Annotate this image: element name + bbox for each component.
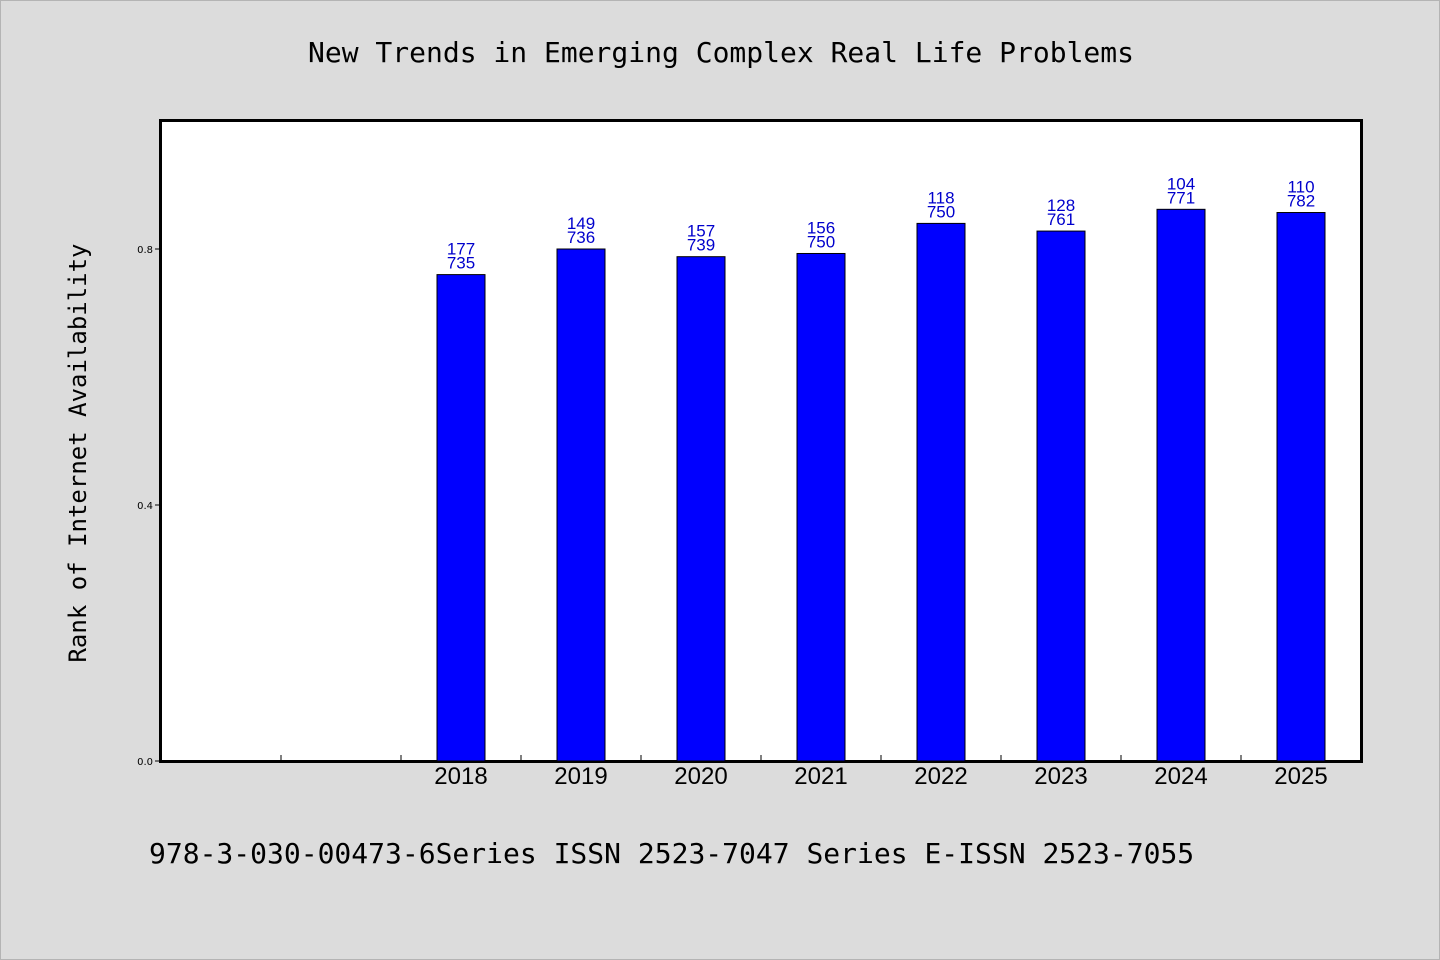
bar-data-label-bottom: 736 xyxy=(567,228,595,247)
x-tick-label: 2023 xyxy=(1034,763,1087,790)
bar-data-label-bottom: 761 xyxy=(1047,210,1075,229)
y-tick-label: 0.8 xyxy=(137,245,153,256)
bar xyxy=(796,252,846,762)
bar-data-label-bottom: 750 xyxy=(807,232,835,251)
bar-data-label-bottom: 735 xyxy=(447,254,475,273)
bar-data-label-bottom: 771 xyxy=(1167,188,1195,207)
y-tick-label: 0.0 xyxy=(137,757,153,768)
bar-data-label-top: 156 xyxy=(807,218,835,237)
bar-data-label-bottom: 750 xyxy=(927,202,955,221)
footer-isbn-text: 978-3-030-00473-6Series ISSN 2523-7047 S… xyxy=(149,837,1194,870)
bar-data-label-bottom: 782 xyxy=(1287,192,1315,211)
bar xyxy=(1036,230,1086,762)
bar-data-label-bottom: 739 xyxy=(687,236,715,255)
x-tick-label: 2018 xyxy=(434,763,487,790)
x-tick-label: 2019 xyxy=(554,763,607,790)
bar-data-label-top: 118 xyxy=(927,188,954,207)
y-axis: 0.0 0.4 0.8 xyxy=(137,245,161,768)
bar xyxy=(676,256,726,762)
x-tick-label: 2025 xyxy=(1274,763,1327,790)
bar-series xyxy=(436,208,1326,762)
y-axis-label: Rank of Internet Availability xyxy=(64,243,92,662)
y-tick-label: 0.4 xyxy=(137,501,153,512)
x-tick-label: 2021 xyxy=(794,763,847,790)
bar xyxy=(556,248,606,762)
x-tick-label: 2024 xyxy=(1154,763,1207,790)
bar-data-label-top: 149 xyxy=(567,214,595,233)
bar xyxy=(1156,208,1206,762)
bar xyxy=(436,274,486,762)
bar xyxy=(916,222,966,762)
chart-title: New Trends in Emerging Complex Real Life… xyxy=(308,36,1134,69)
bar-data-label-top: 157 xyxy=(687,222,715,241)
x-tick-label: 2020 xyxy=(674,763,727,790)
bar-data-label-top: 110 xyxy=(1287,178,1314,197)
bar-data-label-top: 104 xyxy=(1167,174,1195,193)
bar xyxy=(1276,212,1326,762)
bar-data-label-top: 128 xyxy=(1047,196,1075,215)
x-tick-label: 2022 xyxy=(914,763,967,790)
bar-data-label-top: 177 xyxy=(447,240,475,259)
x-axis: 2018 2019 2020 2021 2022 2023 2024 2025 xyxy=(280,755,1328,790)
